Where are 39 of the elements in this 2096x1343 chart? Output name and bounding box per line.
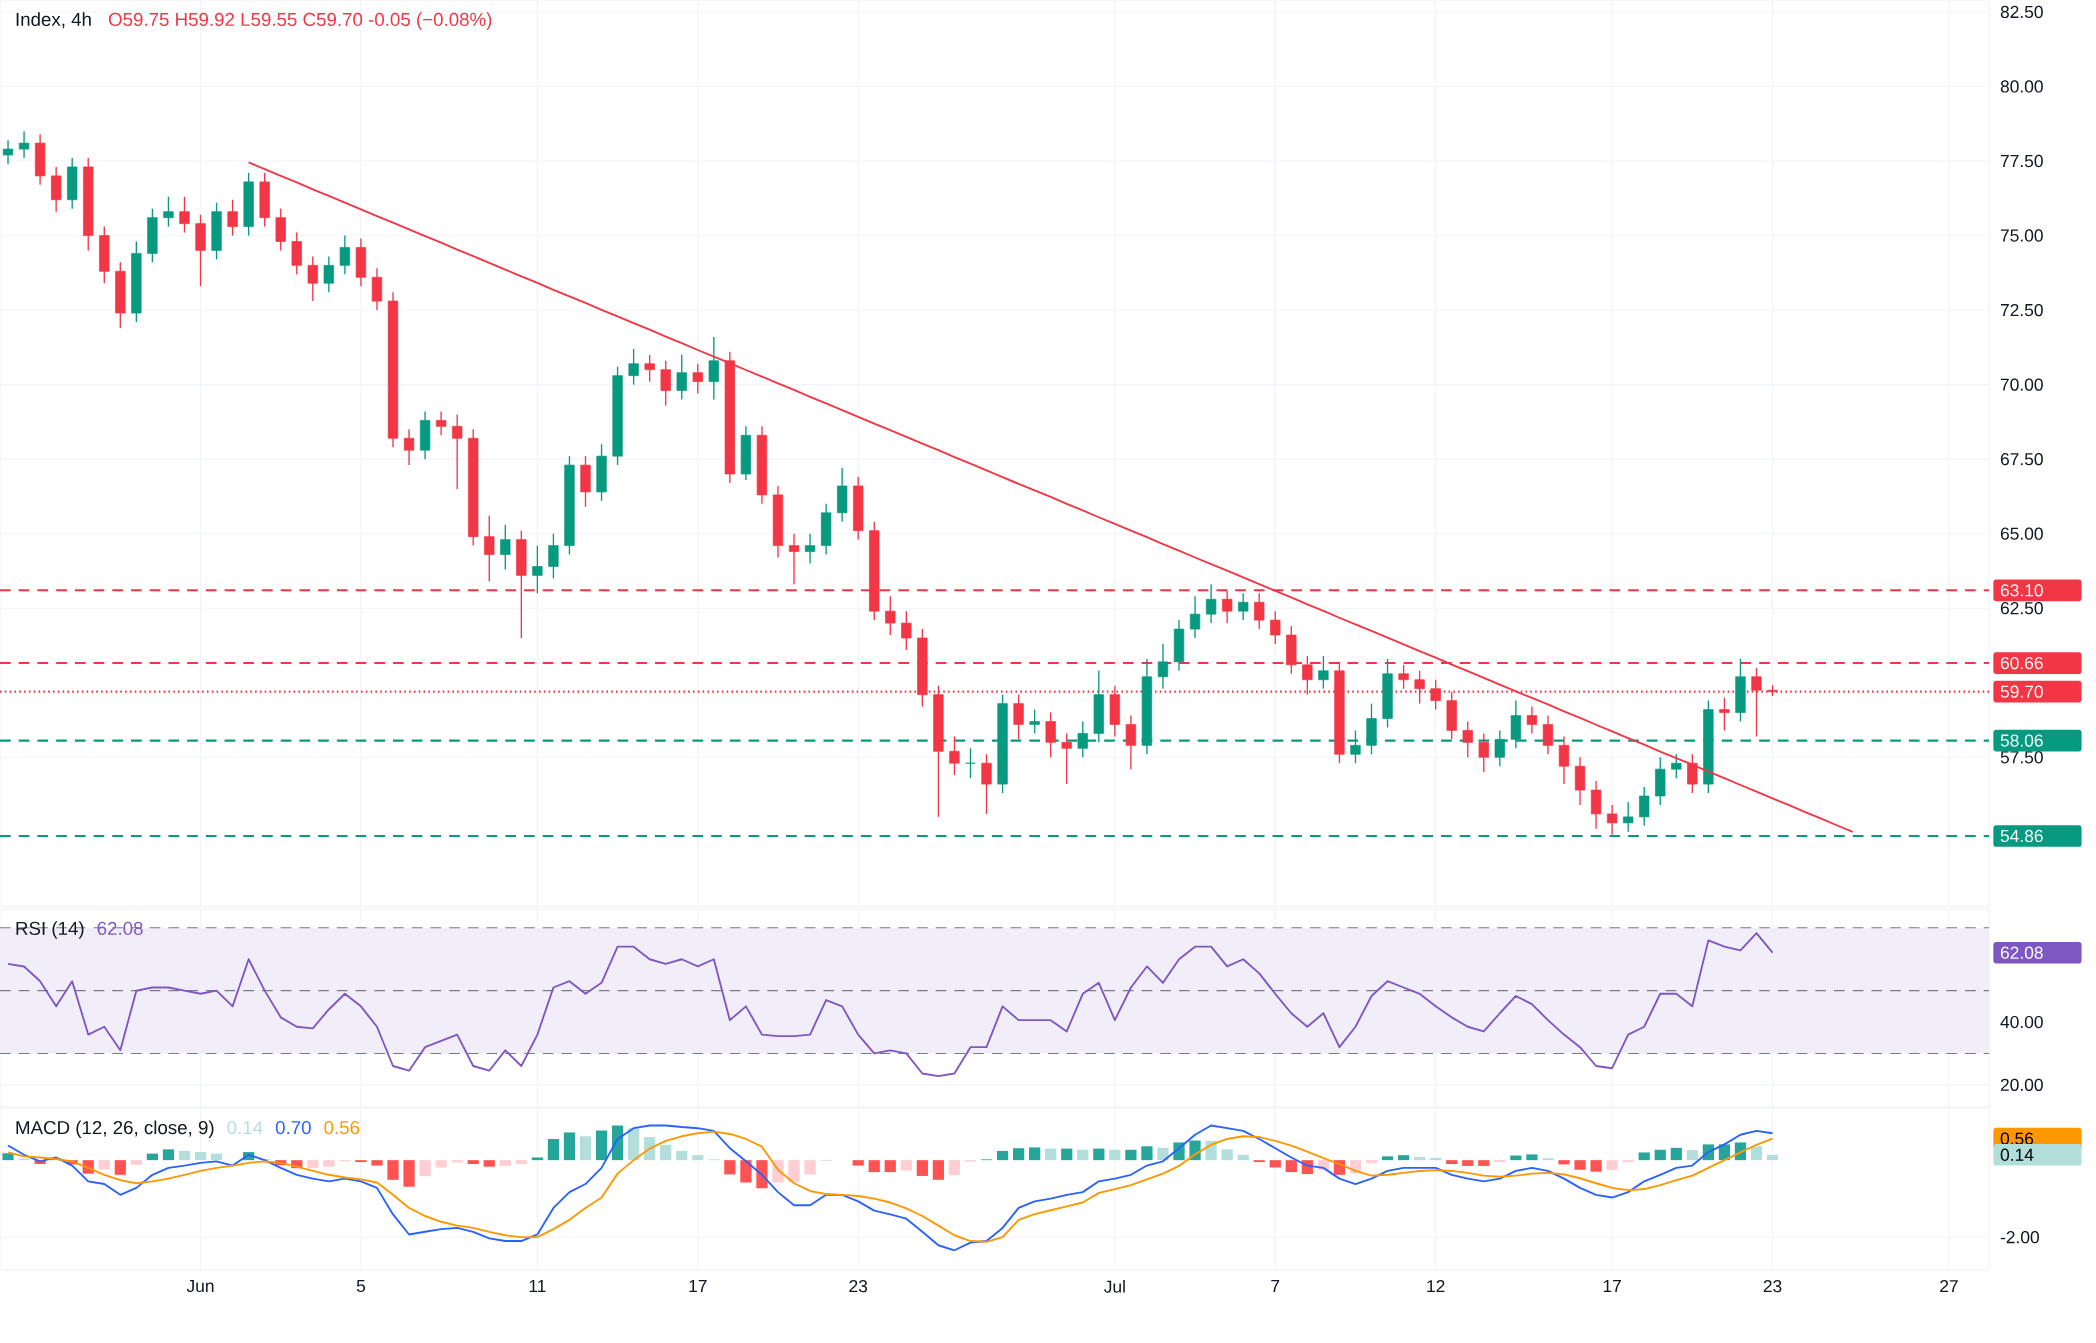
y-tick-label: 0.14 (2000, 1148, 2034, 1161)
y-tick-label: -2.00 (2000, 1230, 2039, 1244)
x-tick-label: Jun (186, 1279, 214, 1292)
x-tick-label: 7 (1271, 1279, 1280, 1292)
y-tick-label: 72.50 (2000, 303, 2043, 317)
annotation: 0.14 (227, 1120, 263, 1135)
ref-line-label: 59.70 (2000, 685, 2043, 698)
y-tick-label: 20.00 (2000, 1078, 2043, 1091)
x-tick-label: 17 (1603, 1279, 1621, 1292)
x-tick-label: 12 (1427, 1279, 1445, 1292)
text: Index, 4h (16, 12, 91, 29)
y-tick-label: 40.00 (2000, 1015, 2043, 1028)
annotation: 0.56 (324, 1120, 360, 1135)
y-tick-label: 57.50 (2000, 750, 2043, 764)
x-tick-label: 27 (1940, 1279, 1958, 1292)
annotation: 0.70 (275, 1120, 311, 1135)
x-tick-label: 11 (529, 1279, 546, 1292)
y-tick-label: 65.00 (2000, 527, 2043, 540)
y-tick-label: 67.50 (2000, 452, 2043, 466)
annotation: 62.08 (97, 921, 143, 935)
x-tick-label: Jul (1104, 1279, 1125, 1293)
y-tick-label: 80.00 (2000, 80, 2043, 93)
text: MACD (12, 26, close, 9) (16, 1120, 214, 1138)
text: O59.75 H59.92 L59.55 C59.70 -0.05 (−0.08%) (108, 12, 492, 30)
x-tick-label: 17 (689, 1279, 707, 1292)
x-tick-label: 23 (849, 1279, 868, 1293)
x-tick-label: 5 (356, 1279, 366, 1292)
x-tick-label: 23 (1763, 1279, 1782, 1293)
y-tick-label: 62.08 (2000, 946, 2043, 959)
y-tick-label: 82.50 (2000, 5, 2043, 18)
text: RSI (14) (16, 921, 84, 939)
y-tick-label: 62.50 (2000, 601, 2043, 615)
y-tick-label: 70.00 (2000, 378, 2043, 391)
ref-line-label: 60.66 (2000, 656, 2043, 669)
y-tick-label: 75.00 (2000, 229, 2043, 242)
y-tick-label: 77.50 (2000, 154, 2043, 167)
ref-line-label: 63.10 (2000, 583, 2043, 597)
ref-line-label: 54.86 (2000, 829, 2043, 842)
ref-line-label: 58.06 (2000, 734, 2043, 747)
